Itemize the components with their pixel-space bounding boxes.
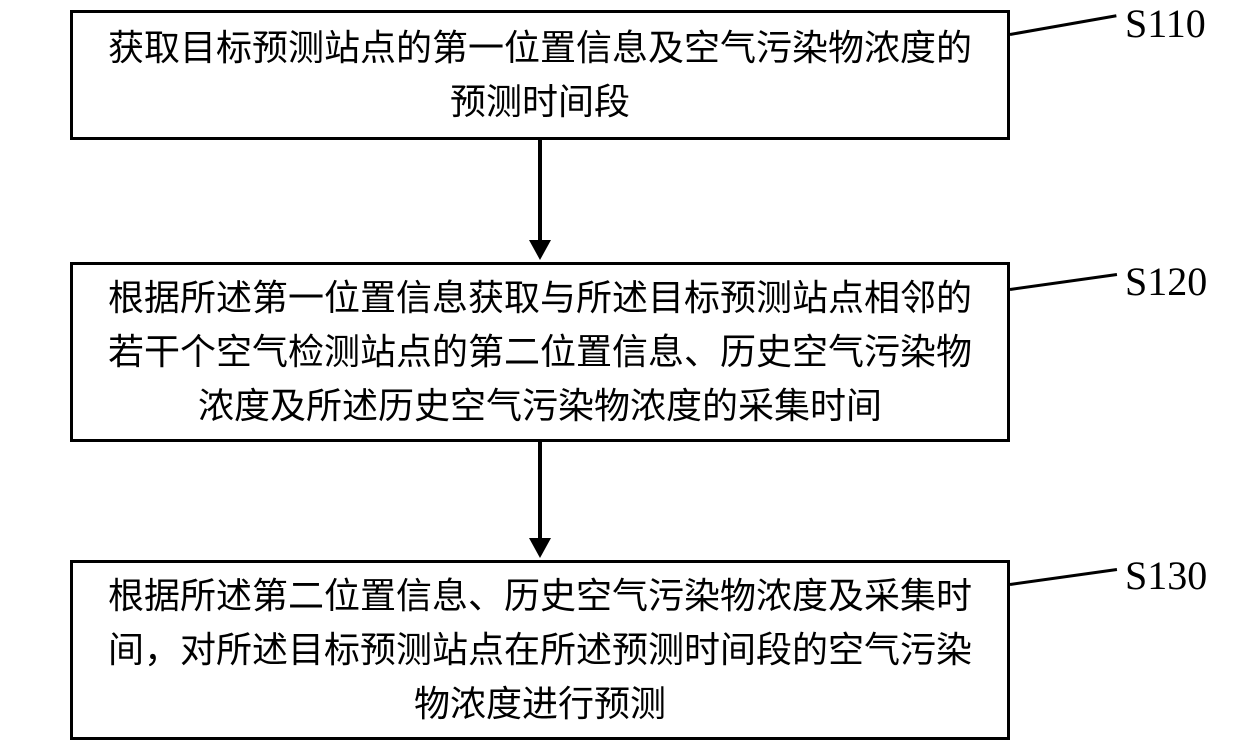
step-box-s110: 获取目标预测站点的第一位置信息及空气污染物浓度的预测时间段 xyxy=(70,10,1010,140)
step-text-s130: 根据所述第二位置信息、历史空气污染物浓度及采集时间，对所述目标预测站点在所述预测… xyxy=(103,569,977,731)
step-label-s110: S110 xyxy=(1125,0,1206,47)
step-box-s130: 根据所述第二位置信息、历史空气污染物浓度及采集时间，对所述目标预测站点在所述预测… xyxy=(70,560,1010,740)
step-label-s130: S130 xyxy=(1125,552,1207,599)
arrow-line-1 xyxy=(538,140,542,240)
step-text-s110: 获取目标预测站点的第一位置信息及空气污染物浓度的预测时间段 xyxy=(103,21,977,129)
label-connector-s120 xyxy=(1010,273,1117,291)
flowchart-container: 获取目标预测站点的第一位置信息及空气污染物浓度的预测时间段 S110 根据所述第… xyxy=(0,0,1239,739)
arrow-head-2 xyxy=(529,538,551,558)
arrow-line-2 xyxy=(538,442,542,538)
arrow-head-1 xyxy=(529,240,551,260)
step-text-s120: 根据所述第一位置信息获取与所述目标预测站点相邻的若干个空气检测站点的第二位置信息… xyxy=(103,271,977,433)
step-box-s120: 根据所述第一位置信息获取与所述目标预测站点相邻的若干个空气检测站点的第二位置信息… xyxy=(70,262,1010,442)
step-label-s120: S120 xyxy=(1125,258,1207,305)
label-connector-s110 xyxy=(1010,14,1117,36)
label-connector-s130 xyxy=(1010,568,1117,586)
